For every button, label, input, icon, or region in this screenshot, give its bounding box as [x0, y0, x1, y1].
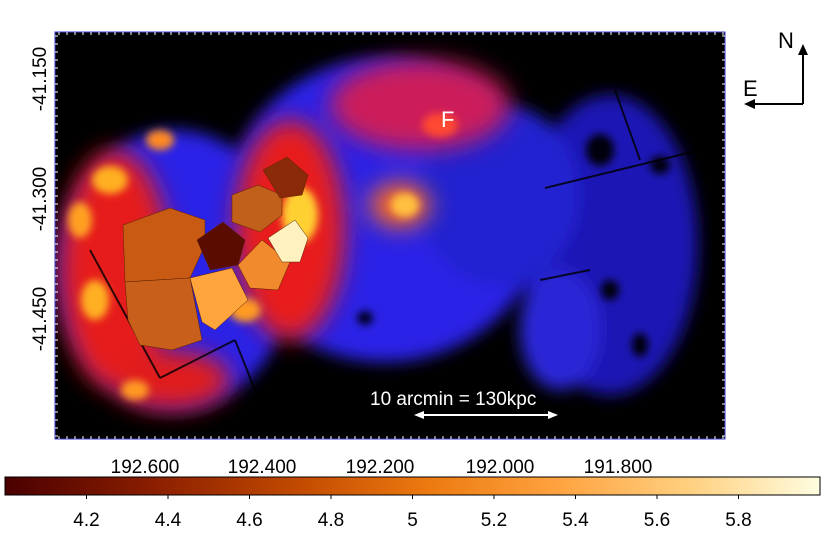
- region-label: F: [441, 107, 454, 132]
- temperature-region: [267, 219, 309, 263]
- colorbar-tick-label: 4.4: [155, 510, 182, 531]
- colorbar-tick-label: 5.4: [562, 510, 589, 531]
- colorbar: 4.2 4.4 4.6 4.8 5 5.2 5.4 5.6 5.8: [4, 476, 821, 531]
- colorbar-ticks: 4.2 4.4 4.6 4.8 5 5.2 5.4 5.6 5.8: [73, 495, 752, 531]
- temperature-region: [189, 267, 249, 331]
- ra-tick-label: 191.800: [584, 457, 653, 478]
- ra-tick-label: 192.600: [111, 457, 180, 478]
- ra-tick-label: 192.400: [228, 457, 297, 478]
- ra-tick-label: 192.000: [466, 457, 535, 478]
- temperature-region: [231, 184, 283, 233]
- ra-tick-label: 192.200: [346, 457, 415, 478]
- chip-gaps: [89, 89, 701, 416]
- ra-axis: 192.600 192.400 192.200 192.000 191.800: [111, 457, 653, 478]
- scale-bar-label: 10 arcmin = 130kpc: [370, 389, 536, 410]
- colorbar-tick-label: 4.2: [73, 510, 99, 531]
- cavities: [357, 134, 670, 357]
- bright-cores: [68, 113, 458, 400]
- temperature-region: [196, 221, 246, 271]
- colorbar-gradient: [4, 476, 821, 496]
- colorbar-tick-label: 4.8: [318, 510, 344, 531]
- scale-bar: 10 arcmin = 130kpc: [370, 389, 558, 419]
- scale-bar-arrow-left: [414, 411, 424, 419]
- colorbar-tick-label: 5.2: [481, 510, 507, 531]
- compass-east-arrow: [744, 99, 755, 109]
- compass-east-label: E: [743, 76, 758, 101]
- temperature-regions: [122, 156, 309, 351]
- frame-ticks: [55, 32, 725, 439]
- image-panel: F 10 arcmin = 130kpc: [55, 32, 725, 439]
- colorbar-tick-label: 4.6: [236, 510, 262, 531]
- dec-tick-label: -41.300: [30, 167, 51, 231]
- compass-north-arrow: [798, 44, 808, 55]
- scale-bar-arrow-right: [548, 411, 558, 419]
- temperature-region: [262, 156, 309, 199]
- dec-tick-label: -41.450: [30, 287, 51, 351]
- colorbar-tick-label: 5.6: [644, 510, 670, 531]
- colorbar-tick-label: 5.8: [725, 510, 751, 531]
- compass: N E: [743, 28, 808, 109]
- dec-axis: -41.150 -41.300 -41.450: [30, 47, 51, 351]
- dec-tick-label: -41.150: [30, 47, 51, 111]
- compass-north-label: N: [778, 28, 794, 53]
- colorbar-tick-label: 5: [407, 510, 418, 531]
